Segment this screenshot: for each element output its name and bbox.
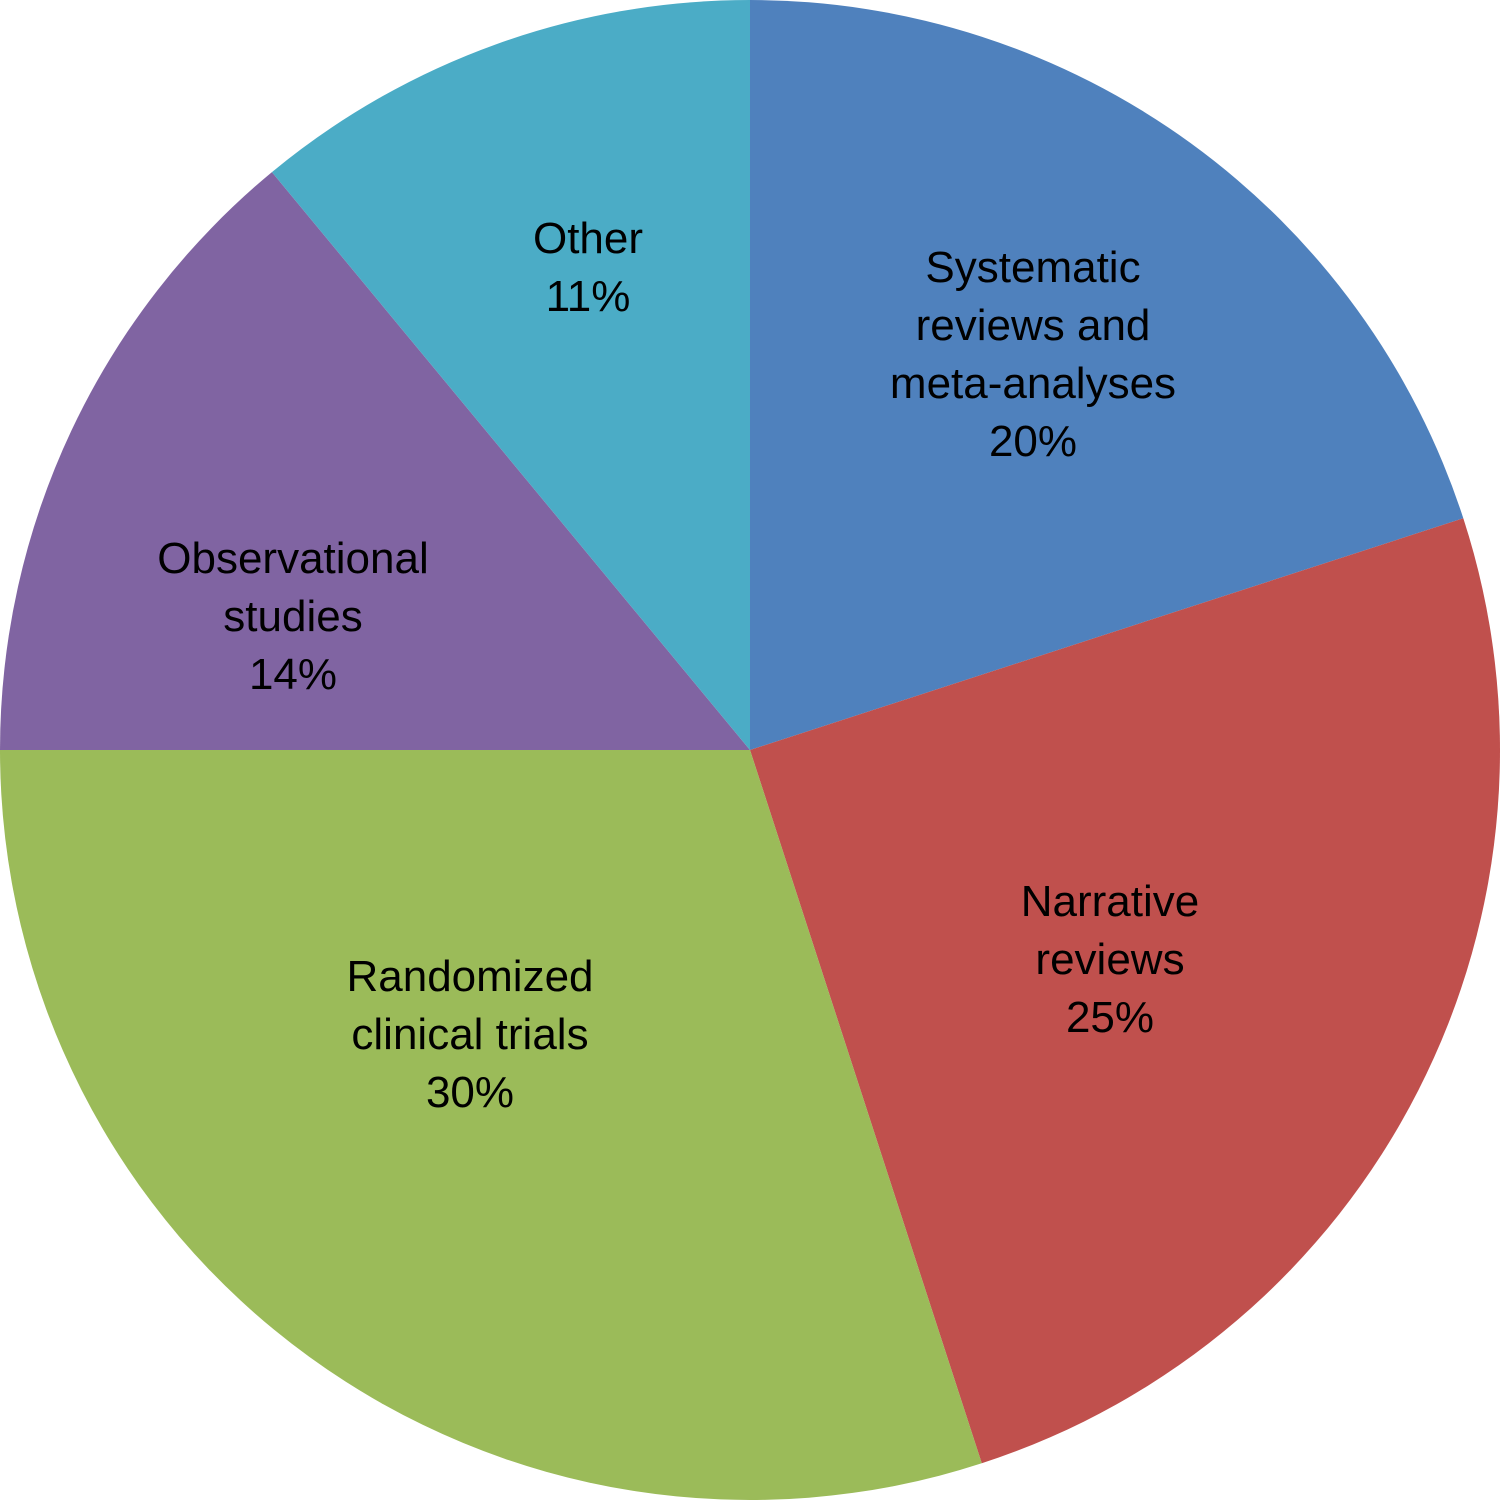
value-label: 20% bbox=[988, 417, 1078, 466]
category-name: Narrative reviews bbox=[1020, 877, 1200, 984]
category-name: Other bbox=[532, 214, 644, 263]
value-label: 11% bbox=[545, 272, 631, 321]
category-name: Systematic reviews and meta-analyses bbox=[889, 243, 1177, 408]
category-name: Observational studies bbox=[157, 534, 429, 641]
slice-label: Narrative reviews 25% bbox=[985, 873, 1235, 1047]
pie-slice bbox=[0, 172, 750, 750]
slice-label: Other 11% bbox=[488, 210, 688, 326]
category-name: Randomized clinical trials bbox=[346, 952, 594, 1059]
slice-label: Randomized clinical trials 30% bbox=[310, 948, 630, 1122]
pie-slice bbox=[0, 750, 982, 1500]
value-label: 30% bbox=[425, 1068, 515, 1117]
slice-label: Systematic reviews and meta-analyses 20% bbox=[863, 239, 1203, 471]
slice-label: Observational studies 14% bbox=[133, 530, 453, 704]
pie-slice bbox=[750, 518, 1500, 1464]
pie-slice bbox=[271, 0, 750, 750]
value-label: 25% bbox=[1065, 993, 1155, 1042]
pie-slice bbox=[750, 0, 1464, 750]
value-label: 14% bbox=[248, 650, 338, 699]
